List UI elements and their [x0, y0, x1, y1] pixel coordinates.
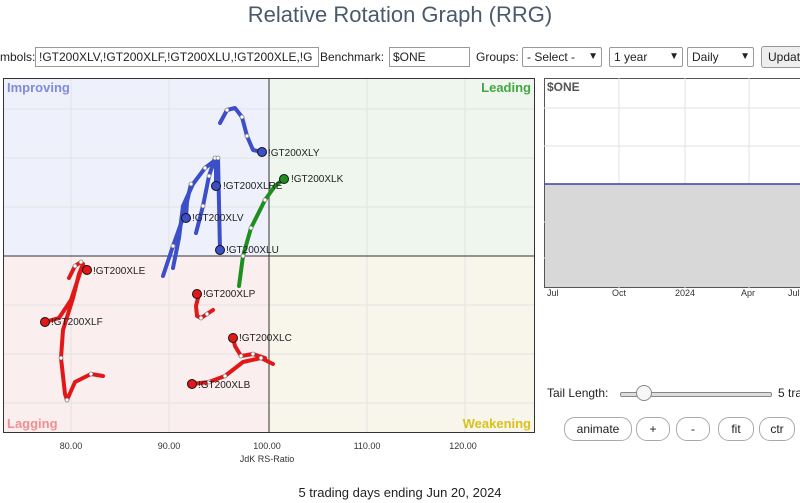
- symbols-input[interactable]: !GT200XLV,!GT200XLF,!GT200XLU,!GT200XLE,…: [35, 47, 319, 67]
- lagging-quadrant: [3, 256, 269, 433]
- frequency-select-value: Daily: [692, 50, 719, 64]
- mini-tick-label: Jul: [788, 288, 800, 298]
- xlb-point[interactable]: [187, 379, 197, 389]
- x-tick-label: 90.00: [158, 441, 181, 451]
- benchmark-label: Benchmark:: [320, 50, 385, 64]
- xlu-point[interactable]: [215, 245, 225, 255]
- toolbar: mbols: !GT200XLV,!GT200XLF,!GT200XLU,!GT…: [0, 46, 800, 70]
- zoom-out-button[interactable]: -: [676, 417, 710, 441]
- zoom-in-button[interactable]: +: [636, 417, 670, 441]
- chevron-down-icon: ▼: [669, 51, 679, 62]
- update-button[interactable]: Updat: [761, 46, 800, 68]
- xlre-point[interactable]: [211, 181, 221, 191]
- period-select-value: 1 year: [614, 50, 648, 64]
- xlk-label: !GT200XLK: [291, 174, 344, 185]
- mini-tick-label: Jul: [547, 288, 559, 298]
- xlp-label: !GT200XLF: [51, 317, 103, 328]
- benchmark-label: $ONE: [547, 80, 580, 94]
- xlc-label: !GT200XLC: [239, 333, 292, 344]
- xlf-point[interactable]: [192, 289, 202, 299]
- mini-tick-label: 2024: [675, 288, 696, 298]
- benchmark-area: [545, 184, 800, 287]
- xlv-point[interactable]: [181, 213, 191, 223]
- xlc-point[interactable]: [228, 333, 238, 343]
- xlp-point[interactable]: [40, 317, 50, 327]
- x-tick-label: 110.00: [354, 441, 381, 451]
- tail-length-label: Tail Length:: [547, 386, 609, 400]
- page-title: Relative Rotation Graph (RRG): [247, 2, 553, 27]
- improving-quadrant: [3, 78, 269, 256]
- benchmark-mini-chart: [544, 78, 800, 288]
- x-tick-label: 80.00: [60, 441, 83, 451]
- x-axis-title: JdK RS-Ratio: [240, 454, 295, 464]
- xly-label: !GT200XLY: [268, 148, 320, 159]
- improving-label: Improving: [7, 80, 70, 95]
- groups-select-value: - Select -: [527, 50, 576, 64]
- mini-tick-label: Oct: [612, 288, 627, 298]
- tail-length-value: 5 tra: [778, 386, 800, 400]
- tail-length-slider-handle[interactable]: [636, 385, 652, 401]
- weakening-quadrant: [269, 256, 535, 433]
- xlb-label: !GT200XLB: [198, 380, 251, 391]
- xlre-label: !GT200XLRE: [223, 181, 283, 192]
- benchmark-input[interactable]: $ONE: [389, 47, 470, 67]
- xly-point[interactable]: [257, 147, 267, 157]
- xlk-tail: [237, 177, 286, 288]
- leading-label: Leading: [481, 80, 531, 95]
- xle-point[interactable]: [82, 265, 92, 275]
- x-tick-label: 100.00: [253, 441, 281, 451]
- animate-button[interactable]: animate: [564, 417, 632, 441]
- xlf-label: !GT200XLP: [203, 289, 256, 300]
- center-button[interactable]: ctr: [759, 417, 795, 441]
- weakening-label: Weakening: [463, 416, 531, 431]
- xlk-point[interactable]: [279, 174, 289, 184]
- footer-caption: 5 trading days ending Jun 20, 2024: [298, 485, 502, 500]
- xlu-label: !GT200XLU: [226, 245, 279, 256]
- xlp-tail: [43, 262, 105, 402]
- tail-points: [58, 107, 268, 403]
- tail-length-slider[interactable]: [620, 392, 772, 397]
- xlre-tail: [194, 156, 218, 235]
- period-select[interactable]: 1 year ▼: [609, 47, 683, 67]
- leading-quadrant: [269, 78, 535, 256]
- groups-label: Groups:: [476, 50, 519, 64]
- xle-label: !GT200XLE: [93, 266, 146, 277]
- x-tick-label: 120.00: [449, 441, 477, 451]
- lagging-label: Lagging: [7, 416, 58, 431]
- plot-border: [3, 78, 535, 433]
- frequency-select[interactable]: Daily ▼: [687, 47, 754, 67]
- symbols-label: mbols:: [0, 50, 36, 64]
- mini-tick-label: Apr: [741, 288, 756, 298]
- chevron-down-icon: ▼: [588, 51, 598, 62]
- rrg-chart[interactable]: Improving Leading Lagging Weakening: [3, 78, 535, 468]
- chevron-down-icon: ▼: [740, 51, 750, 62]
- xlv-label: !GT200XLV: [192, 213, 244, 224]
- groups-select[interactable]: - Select - ▼: [522, 47, 602, 67]
- fit-button[interactable]: fit: [718, 417, 754, 441]
